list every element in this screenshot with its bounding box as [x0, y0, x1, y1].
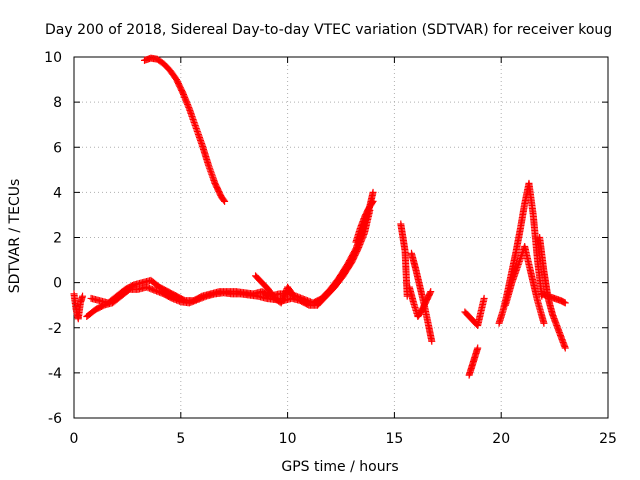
data-point	[290, 292, 298, 300]
series-arc-low	[465, 344, 482, 379]
series-arc-bump	[252, 272, 298, 307]
data-point	[427, 288, 435, 296]
data-point	[428, 337, 436, 345]
y-tick-label: 2	[53, 231, 62, 247]
y-tick-label: -6	[48, 411, 62, 427]
series-arc-start	[70, 290, 87, 323]
data-point	[369, 188, 377, 196]
x-tick-label: 25	[599, 431, 617, 447]
data-point	[221, 197, 229, 205]
series-arc-high	[140, 54, 229, 205]
y-tick-label: 10	[44, 50, 62, 66]
data-points	[70, 54, 569, 379]
data-point	[561, 299, 569, 307]
axes	[73, 56, 609, 419]
x-axis-label: GPS time / hours	[281, 459, 398, 475]
y-tick-label: 4	[53, 185, 62, 201]
data-point	[79, 292, 87, 300]
y-axis-label: SDTVAR / TECUs	[7, 179, 23, 294]
series-arc-end-b	[538, 290, 569, 307]
data-point	[474, 344, 482, 352]
x-tick-label: 5	[176, 431, 185, 447]
series-arc-mid-a	[397, 220, 411, 300]
x-tick-label: 15	[385, 431, 403, 447]
data-point	[369, 197, 377, 205]
series-arc-main	[83, 206, 374, 320]
y-tick-label: 0	[53, 276, 62, 292]
data-point	[540, 319, 548, 327]
series-arc-mid-b	[407, 249, 436, 345]
plot-frame	[73, 56, 609, 419]
series-arc-peak-low	[501, 243, 548, 327]
series-arc-tail	[352, 197, 377, 246]
x-tick-label: 10	[279, 431, 297, 447]
data-point	[289, 291, 297, 299]
data-point	[220, 196, 228, 204]
data-point	[561, 344, 569, 352]
series-arc-mid-d	[461, 294, 488, 329]
series-arc-mid-c	[405, 283, 435, 320]
chart-title: Day 200 of 2018, Sidereal Day-to-day VTE…	[45, 22, 612, 38]
data-point	[426, 289, 434, 297]
x-tick-label: 0	[70, 431, 79, 447]
data-point	[368, 199, 376, 207]
data-point	[480, 294, 488, 302]
y-tick-label: -4	[48, 366, 62, 382]
y-tick-label: 8	[53, 95, 62, 111]
y-tick-label: 6	[53, 140, 62, 156]
y-tick-label: -2	[48, 321, 62, 337]
series-arc-upper-band	[87, 188, 377, 307]
grid	[74, 57, 608, 418]
tick-labels: 0 5 10 15 20 25 -6 -4 -2 0 2 4 6 8 10	[44, 50, 617, 447]
x-tick-label: 20	[492, 431, 510, 447]
